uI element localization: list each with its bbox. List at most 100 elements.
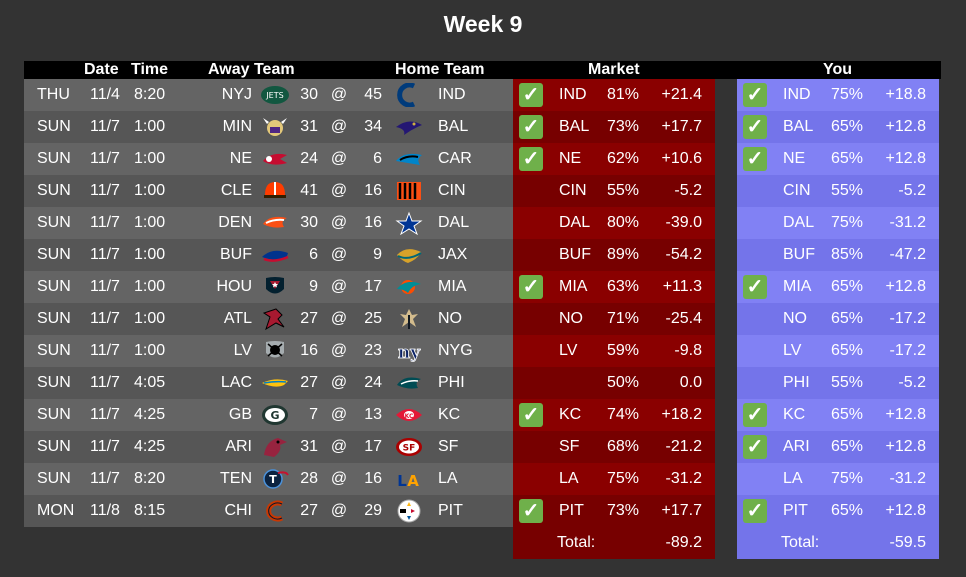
- game-day: SUN: [37, 470, 71, 487]
- market-pick: ✓ PIT 73% +17.7: [513, 495, 715, 527]
- game-day: SUN: [37, 182, 71, 199]
- you-pct: 75%: [830, 86, 863, 103]
- game-day: SUN: [37, 214, 71, 231]
- home-score: 9: [373, 246, 382, 263]
- you-pick: ✓ PIT 65% +12.8: [737, 495, 939, 527]
- away-team: GB: [228, 406, 252, 423]
- cowboys-logo-icon: [394, 211, 424, 236]
- away-team: NYJ: [221, 86, 252, 103]
- you-pct: 65%: [830, 278, 863, 295]
- market-pick: CIN 55% -5.2: [513, 175, 715, 207]
- market-pct: 59%: [606, 342, 639, 359]
- game-date: 11/7: [90, 246, 120, 263]
- away-team: ARI: [225, 438, 252, 455]
- steelers-logo-icon: [394, 499, 424, 523]
- column-gap: [715, 399, 737, 431]
- eagles-logo-icon: [394, 371, 424, 395]
- away-score: 41: [300, 182, 318, 199]
- market-pct: 73%: [606, 118, 639, 135]
- you-pct: 55%: [830, 374, 863, 391]
- away-score: 6: [309, 246, 318, 263]
- home-score: 25: [364, 310, 382, 327]
- home-team: CAR: [438, 150, 472, 167]
- column-gap: [715, 175, 737, 207]
- you-team: NE: [783, 150, 806, 167]
- home-score: 24: [364, 374, 382, 391]
- away-team: TEN: [220, 470, 252, 487]
- market-pick: DAL 80% -39.0: [513, 207, 715, 239]
- you-pick: ✓ MIA 65% +12.8: [737, 271, 939, 303]
- you-pct: 65%: [830, 310, 863, 327]
- market-value: +10.6: [661, 150, 702, 167]
- you-pick: ✓ KC 65% +12.8: [737, 399, 939, 431]
- you-team: BUF: [783, 246, 815, 263]
- market-pct: 73%: [606, 502, 639, 519]
- market-value: -21.2: [665, 438, 702, 455]
- you-pick: CIN 55% -5.2: [737, 175, 939, 207]
- market-team: MIA: [559, 278, 588, 295]
- market-value: +21.4: [661, 86, 702, 103]
- market-value: -9.8: [674, 342, 702, 359]
- you-totals: Total: -59.5: [737, 527, 939, 559]
- market-pick: LA 75% -31.2: [513, 463, 715, 495]
- market-team: BAL: [559, 118, 590, 135]
- dolphins-logo-icon: [394, 275, 424, 299]
- column-gap: [715, 495, 737, 527]
- game-day: THU: [37, 86, 70, 103]
- away-team: ATL: [223, 310, 252, 327]
- header-home-team: Home Team: [395, 61, 485, 78]
- you-team: PHI: [783, 374, 810, 391]
- game-date: 11/7: [90, 438, 120, 455]
- game-time: 8:20: [134, 86, 166, 103]
- game-info: MON 11/8 8:15 CHI 27 @29 PIT: [24, 495, 514, 527]
- game-info: SUN 11/7 1:00 HOU 9 @17 MIA: [24, 271, 514, 303]
- you-pick: ✓ NE 65% +12.8: [737, 143, 939, 175]
- market-pct: 81%: [606, 86, 639, 103]
- checkmark-icon: ✓: [519, 115, 543, 139]
- you-value: +12.8: [885, 438, 926, 455]
- market-pct: 89%: [606, 246, 639, 263]
- market-team: IND: [559, 86, 587, 103]
- market-pct: 55%: [606, 182, 639, 199]
- saints-logo-icon: [394, 307, 424, 331]
- you-pick: LV 65% -17.2: [737, 335, 939, 367]
- column-gap: [715, 207, 737, 239]
- away-score: 31: [300, 118, 318, 135]
- game-day: SUN: [37, 246, 71, 263]
- game-info: SUN 11/7 4:25 GB G 7 @13 KC KC: [24, 399, 514, 431]
- game-date: 11/7: [90, 470, 120, 487]
- market-pct: 68%: [606, 438, 639, 455]
- at-symbol: @: [330, 278, 348, 295]
- game-info: SUN 11/7 4:25 ARI 31 @17 SF SF: [24, 431, 514, 463]
- at-symbol: @: [330, 342, 348, 359]
- home-team: DAL: [438, 214, 470, 231]
- raiders-logo-icon: [260, 339, 290, 363]
- market-pick: ✓ MIA 63% +11.3: [513, 271, 715, 303]
- jets-logo-icon: JETS: [260, 83, 290, 107]
- table-header: Date Time Away Team Home Team Market You: [24, 61, 941, 79]
- game-info: SUN 11/7 1:00 MIN 31 @34 BAL: [24, 111, 514, 143]
- you-pct: 65%: [830, 118, 863, 135]
- market-value: 0.0: [679, 374, 702, 391]
- patriots-logo-icon: [260, 147, 290, 171]
- home-score: 16: [364, 182, 382, 199]
- checkmark-icon: ✓: [743, 403, 767, 427]
- you-value: +18.8: [885, 86, 926, 103]
- home-team: NYG: [438, 342, 473, 359]
- market-team: NO: [559, 310, 583, 327]
- market-value: -5.2: [674, 182, 702, 199]
- game-info: SUN 11/7 1:00 NE 24 @6 CAR: [24, 143, 514, 175]
- home-score: 23: [364, 342, 382, 359]
- you-team: DAL: [783, 214, 815, 231]
- table-row: SUN 11/7 8:20 TEN T 28 @16 L A LA LA 75% -31.2 LA 75% -…: [24, 463, 941, 495]
- game-date: 11/7: [90, 278, 120, 295]
- header-date: Date: [84, 61, 119, 78]
- titans-logo-icon: T: [260, 467, 290, 491]
- svg-text:SF: SF: [403, 444, 416, 454]
- market-pick: BUF 89% -54.2: [513, 239, 715, 271]
- checkmark-icon: ✓: [743, 435, 767, 459]
- jaguars-logo-icon: [394, 243, 424, 267]
- bills-logo-icon: [260, 243, 290, 267]
- market-pct: 50%: [606, 374, 639, 391]
- away-score: 24: [300, 150, 318, 167]
